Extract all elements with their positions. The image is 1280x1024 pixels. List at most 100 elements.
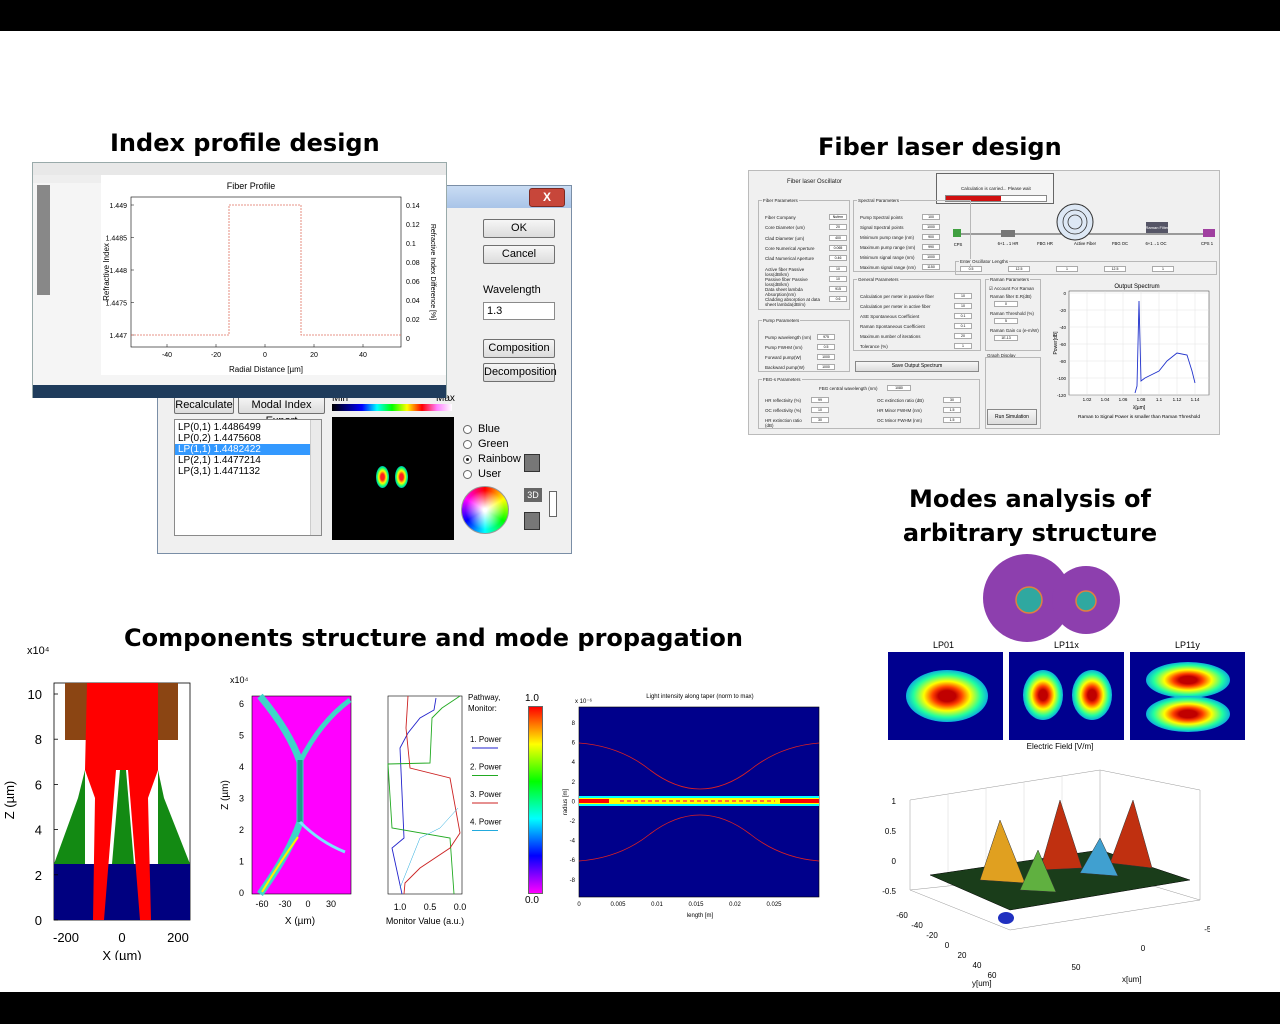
surface-xtick-label: 0 (1141, 944, 1146, 953)
dialog-close-button[interactable]: X (529, 188, 565, 207)
oscillator-length-field[interactable]: 1 (1152, 266, 1174, 272)
raman-field[interactable]: 5 (994, 318, 1018, 324)
fiber-param-field[interactable]: 0.46 (829, 255, 847, 262)
spectral-param-field[interactable]: 100 (922, 214, 940, 220)
fp-ytick-label: 1.4485 (106, 236, 128, 243)
composition-button[interactable]: Composition (483, 339, 555, 358)
fp-xtick-label: -40 (162, 352, 172, 359)
spectral-param-field[interactable]: 900 (922, 234, 940, 240)
fbg-central-field[interactable]: 1080 (887, 385, 911, 391)
color-option-radio-green[interactable] (463, 440, 472, 449)
fiber-param-field[interactable]: 400 (829, 234, 847, 241)
fbg-right-field[interactable]: 1.5 (943, 417, 961, 423)
mode-list-item[interactable]: LP(0,1) 1.4486499 (178, 422, 261, 433)
general-param-field[interactable]: 10 (954, 293, 972, 299)
raman-field[interactable]: 1E-13 (994, 335, 1018, 341)
c1-xtick-label: 200 (167, 930, 189, 945)
fp-ytick-label: 1.4475 (106, 301, 128, 308)
general-param-label: ASE Spontaneous Coefficient (860, 314, 920, 319)
fiber-param-field[interactable]: 915 (829, 286, 847, 293)
ok-button[interactable]: OK (483, 219, 555, 238)
pump-param-field[interactable]: 0.5 (817, 344, 835, 350)
mode-listbox[interactable]: LP(0,1) 1.4486499 LP(0,2) 1.4475608 LP(1,1… (174, 419, 322, 536)
decomposition-button[interactable]: Decomposition (483, 363, 557, 382)
color-option-radio-rainbow[interactable] (463, 455, 472, 464)
fbg-left-field[interactable]: 99 (811, 397, 829, 403)
oscillator-length-field[interactable]: 12.5 (1008, 266, 1030, 272)
index-profile-line (131, 204, 401, 336)
fbg-right-label: HR Minor FWHM (nm) (877, 408, 922, 413)
spectral-param-label: Maximum pump range (nm) (860, 245, 916, 250)
fiber-param-field[interactable]: 10 (829, 275, 847, 282)
fiber-param-field[interactable]: 0.065 (829, 244, 847, 251)
spectrum-xtick-label: 1.06 (1119, 397, 1128, 402)
recalculate-button[interactable]: Recalculate (174, 396, 234, 414)
color-option-label: User (478, 468, 502, 480)
monitor-legend-title: Monitor: (468, 704, 497, 713)
run-simulation-button[interactable]: Run Simulation (987, 409, 1037, 425)
general-param-field[interactable]: 10 (954, 303, 972, 309)
spectral-param-field[interactable]: 1150 (922, 264, 940, 270)
view-2d-icon[interactable] (524, 454, 540, 472)
fbg-right-label: OC extinction ratio (dB) (877, 398, 924, 403)
fiber-param-field[interactable]: 0.6 (829, 296, 847, 303)
monitor-legend-label: 3. Power (470, 790, 502, 799)
general-param-field[interactable]: 0.1 (954, 323, 972, 329)
mode-list-item[interactable]: LP(2,1) 1.4477214 (178, 455, 261, 466)
general-param-label: Maximum number of iterations (860, 334, 921, 339)
general-params-group: General Parameters Calculation per meter … (853, 277, 981, 351)
oscillator-length-field[interactable]: 1 (1056, 266, 1078, 272)
fp-ytick-label: 1.449 (109, 203, 127, 210)
spectral-param-label: Signal Spectral points (860, 225, 904, 230)
mode-list-item[interactable]: LP(1,1) 1.4482422 (175, 444, 310, 455)
raman-checkbox[interactable]: ☑ Account For Raman (989, 286, 1035, 291)
fiber-param-field[interactable]: Nufern (829, 214, 847, 220)
colorbar-min: 0.0 (525, 895, 539, 906)
general-param-field[interactable]: 20 (954, 333, 972, 339)
oscillator-length-field[interactable]: 0.5 (960, 266, 982, 272)
raman-field[interactable]: 0 (994, 301, 1018, 307)
mode-lobe-left (376, 466, 389, 488)
cancel-button[interactable]: Cancel (483, 245, 555, 264)
listbox-scrollbar[interactable] (310, 420, 321, 535)
colormap-bar (332, 404, 452, 411)
wavelength-input[interactable]: 1.3 (483, 302, 555, 320)
view-3d-button[interactable]: 3D (524, 488, 542, 502)
view-grid-icon[interactable] (524, 512, 540, 530)
spectral-param-field[interactable]: 1000 (922, 224, 940, 230)
fbg-left-field[interactable]: 30 (811, 417, 829, 423)
spectral-param-field[interactable]: 990 (922, 244, 940, 250)
fiber-param-label: Core Numerical Aperture (765, 245, 815, 251)
fbg-right-field[interactable]: 1.5 (943, 407, 961, 413)
pump-param-field[interactable]: 1000 (817, 364, 835, 370)
color-option-radio-user[interactable] (463, 470, 472, 479)
c2-ylabel: Z (µm) (220, 780, 231, 810)
fbg-left-field[interactable]: 10 (811, 407, 829, 413)
spectral-param-field[interactable]: 1000 (922, 254, 940, 260)
peak-2 (1039, 799, 1083, 871)
fiber-param-field[interactable]: 20 (829, 224, 847, 231)
schematic-label: FBG HR (1037, 241, 1053, 246)
color-wheel[interactable] (461, 486, 509, 534)
c2-xtick-label: -30 (278, 899, 291, 909)
modal-index-export-button[interactable]: Modal Index Export (238, 396, 325, 427)
general-param-field[interactable]: 1 (954, 343, 972, 349)
general-param-field[interactable]: 0.1 (954, 313, 972, 319)
side-slider[interactable] (549, 491, 557, 517)
fp-xtick-label: 20 (310, 352, 318, 359)
c2-ytick-label: 0 (239, 888, 244, 898)
c1-ytick-label: 10 (28, 687, 42, 702)
pump-param-field[interactable]: 1000 (817, 354, 835, 360)
fiber-param-field[interactable]: 10 (829, 265, 847, 272)
color-option-radio-blue[interactable] (463, 425, 472, 434)
mode-lobe (1146, 696, 1230, 732)
pump-param-field[interactable]: 975 (817, 334, 835, 340)
save-output-spectrum-button[interactable]: Save Output Spectrum (855, 361, 979, 372)
mode-list-item[interactable]: LP(0,2) 1.4475608 (178, 433, 261, 444)
spectrum-ytick-label: -40 (1059, 325, 1066, 330)
oscillator-length-field[interactable]: 12.5 (1104, 266, 1126, 272)
mode-list-item[interactable]: LP(3,1) 1.4471132 (178, 466, 261, 477)
fbg-params-group: FBG-s Parameters FBG central wavelength (… (758, 377, 980, 429)
fbg-right-field[interactable]: 30 (943, 397, 961, 403)
surface-xtick-label: 50 (1072, 963, 1081, 972)
